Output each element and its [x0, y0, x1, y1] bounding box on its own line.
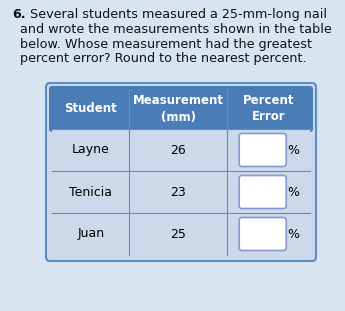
Bar: [52, 109, 310, 129]
Text: %: %: [288, 143, 300, 156]
Text: 6.: 6.: [12, 8, 26, 21]
Text: %: %: [288, 185, 300, 198]
Text: Student: Student: [64, 103, 117, 115]
Text: and wrote the measurements shown in the table: and wrote the measurements shown in the …: [20, 23, 332, 36]
Text: 26: 26: [170, 143, 186, 156]
Text: 25: 25: [170, 228, 186, 240]
Text: percent error? Round to the nearest percent.: percent error? Round to the nearest perc…: [20, 52, 307, 65]
Text: Several students measured a 25-mm-long nail: Several students measured a 25-mm-long n…: [26, 8, 327, 21]
Text: 23: 23: [170, 185, 186, 198]
Bar: [52, 213, 310, 255]
FancyBboxPatch shape: [239, 175, 286, 208]
Bar: [52, 129, 310, 171]
FancyBboxPatch shape: [239, 217, 286, 250]
Text: Layne: Layne: [72, 143, 110, 156]
Text: %: %: [288, 228, 300, 240]
Text: Measurement
(mm): Measurement (mm): [133, 95, 224, 123]
FancyBboxPatch shape: [239, 133, 286, 166]
Text: below. Whose measurement had the greatest: below. Whose measurement had the greates…: [20, 38, 312, 51]
FancyBboxPatch shape: [49, 86, 313, 132]
Text: Juan: Juan: [77, 228, 104, 240]
FancyBboxPatch shape: [46, 83, 316, 261]
Text: Percent
Error: Percent Error: [243, 95, 295, 123]
Text: Tenicia: Tenicia: [69, 185, 112, 198]
Bar: [52, 171, 310, 213]
